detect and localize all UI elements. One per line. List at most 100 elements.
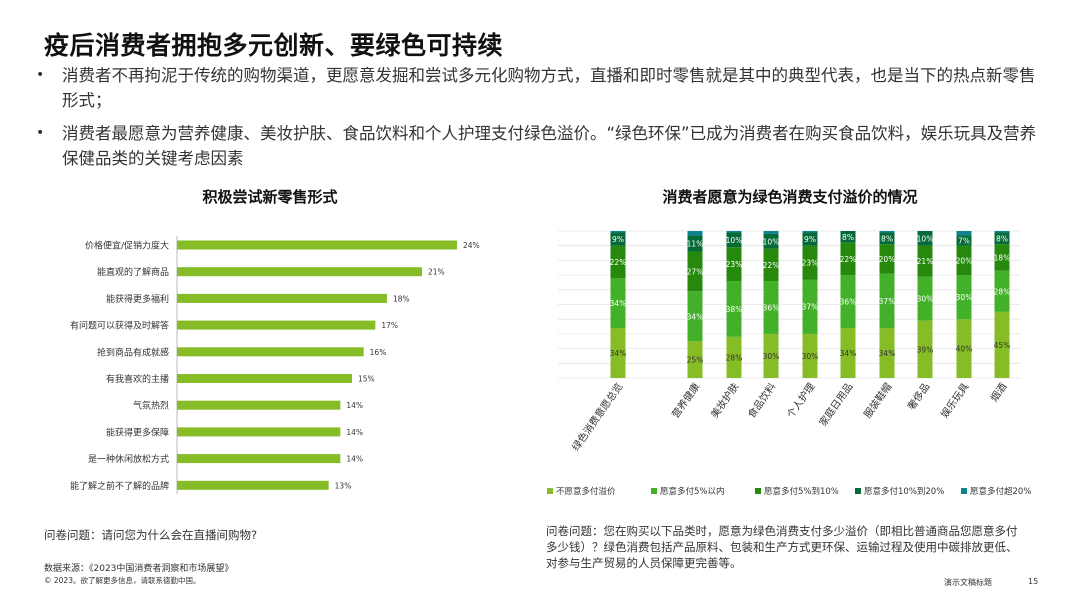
segment-label: 34% (610, 349, 627, 358)
category-label: 气氛热烈 (133, 400, 169, 412)
stack-segment (956, 235, 972, 246)
bullet-list: • 消费者不再拘泥于传统的购物渠道，更愿意发掘和尝试多元化购物方式，直播和即时零… (36, 63, 1046, 179)
category-label: 抢到商品有成就感 (97, 346, 169, 358)
segment-label: 37% (802, 303, 819, 312)
stack-segment (956, 275, 972, 320)
stack-segment (994, 232, 1010, 245)
segment-label: 34% (879, 349, 896, 358)
stack-segment (687, 235, 703, 252)
segment-label: 34% (687, 312, 704, 321)
segment-label: 39% (917, 345, 934, 354)
category-label: 能直观的了解商品 (97, 266, 169, 278)
category-label: 有问题可以获得及时解答 (70, 320, 169, 332)
stack-segment (610, 232, 626, 246)
segment-label: 23% (726, 260, 743, 269)
segment-label: 22% (840, 255, 857, 264)
value-label: 14% (346, 428, 363, 437)
segment-label: 9% (804, 235, 816, 244)
stack-segment (879, 231, 895, 233)
category-label: 有我喜欢的主播 (106, 373, 169, 385)
bar (177, 267, 422, 277)
category-label: 娱乐玩具 (938, 380, 972, 420)
stack-segment (726, 247, 742, 281)
segment-label: 40% (956, 345, 973, 354)
segment-label: 20% (879, 255, 896, 264)
segment-label: 11% (687, 239, 704, 248)
stack-segment (879, 232, 895, 245)
stack-segment (610, 231, 626, 233)
segment-label: 30% (917, 295, 934, 304)
stack-segment (994, 270, 1010, 312)
stack-segment (802, 232, 818, 246)
category-label: 食品饮料 (745, 380, 779, 420)
bar (177, 347, 364, 357)
stack-segment (763, 233, 779, 249)
category-label: 烟酒 (987, 380, 1009, 404)
stack-segment (802, 231, 818, 233)
stack-segment (610, 278, 626, 329)
category-label: 能获得更多福利 (106, 293, 169, 305)
stack-segment (956, 245, 972, 276)
segment-label: 34% (610, 299, 627, 308)
stack-segment (687, 291, 703, 342)
stack-segment (917, 231, 933, 246)
stack-segment (917, 276, 933, 321)
bar (177, 400, 341, 410)
segment-label: 22% (610, 258, 627, 267)
stack-segment (840, 231, 856, 243)
bar (177, 320, 376, 330)
segment-label: 21% (917, 257, 934, 266)
category-label: 家庭日用品 (816, 380, 855, 428)
segment-label: 20% (956, 256, 973, 265)
stack-segment (726, 336, 742, 378)
stack-segment (763, 231, 779, 234)
left-chart-title: 积极尝试新零售形式 (202, 188, 338, 206)
stack-segment (917, 245, 933, 277)
legend-label: 愿意多付10%到20% (864, 486, 944, 497)
stack-segment (687, 341, 703, 378)
category-label: 能获得更多保障 (106, 426, 169, 438)
segment-label: 30% (802, 352, 819, 361)
bullet-text: 消费者最愿意为营养健康、美妆护肤、食品饮料和个人护理支付绿色溢价。“绿色环保”已… (62, 124, 1037, 168)
value-label: 17% (381, 321, 398, 330)
segment-label: 34% (840, 349, 857, 358)
value-label: 24% (463, 241, 480, 250)
legend-swatch (855, 488, 861, 494)
segment-label: 28% (726, 353, 743, 362)
stack-segment (610, 328, 626, 378)
page-title: 疫后消费者拥抱多元创新、要绿色可持续 (44, 31, 504, 60)
segment-label: 8% (996, 234, 1008, 243)
legend-label: 愿意多付5%以内 (660, 486, 725, 497)
stack-segment (879, 273, 895, 329)
right-question: 问卷问题：您在购买以下品类时，愿意为绿色消费支付多少溢价（即相比普通商品您愿意多… (546, 524, 1018, 570)
legend-swatch (755, 488, 761, 494)
stack-segment (994, 244, 1010, 271)
legend-label: 愿意多付5%到10% (764, 486, 839, 497)
segment-label: 10% (763, 237, 780, 246)
source-note: 数据来源：《2023中国消费者洞察和市场展望》 (44, 564, 234, 574)
segment-label: 7% (958, 237, 970, 246)
value-label: 14% (346, 401, 363, 410)
bar (177, 293, 387, 303)
segment-label: 36% (840, 298, 857, 307)
segment-label: 18% (994, 253, 1011, 262)
stack-segment (994, 311, 1010, 378)
bar (177, 374, 352, 383)
legend-swatch (961, 488, 967, 494)
stack-segment (687, 231, 703, 236)
segment-label: 25% (687, 356, 704, 365)
legend-swatch (651, 488, 657, 494)
segment-label: 10% (917, 234, 934, 243)
category-label: 奢侈品 (905, 380, 933, 412)
category-label: 美妆护肤 (708, 380, 742, 420)
category-label: 能了解之前不了解的品牌 (70, 480, 169, 492)
stack-segment (879, 328, 895, 378)
value-label: 16% (370, 348, 387, 357)
right-chart-title: 消费者愿意为绿色消费支付溢价的情况 (662, 188, 918, 206)
value-label: 14% (346, 455, 363, 464)
segment-label: 30% (763, 352, 780, 361)
category-label: 服装鞋帽 (861, 380, 895, 420)
stack-segment (610, 245, 626, 279)
